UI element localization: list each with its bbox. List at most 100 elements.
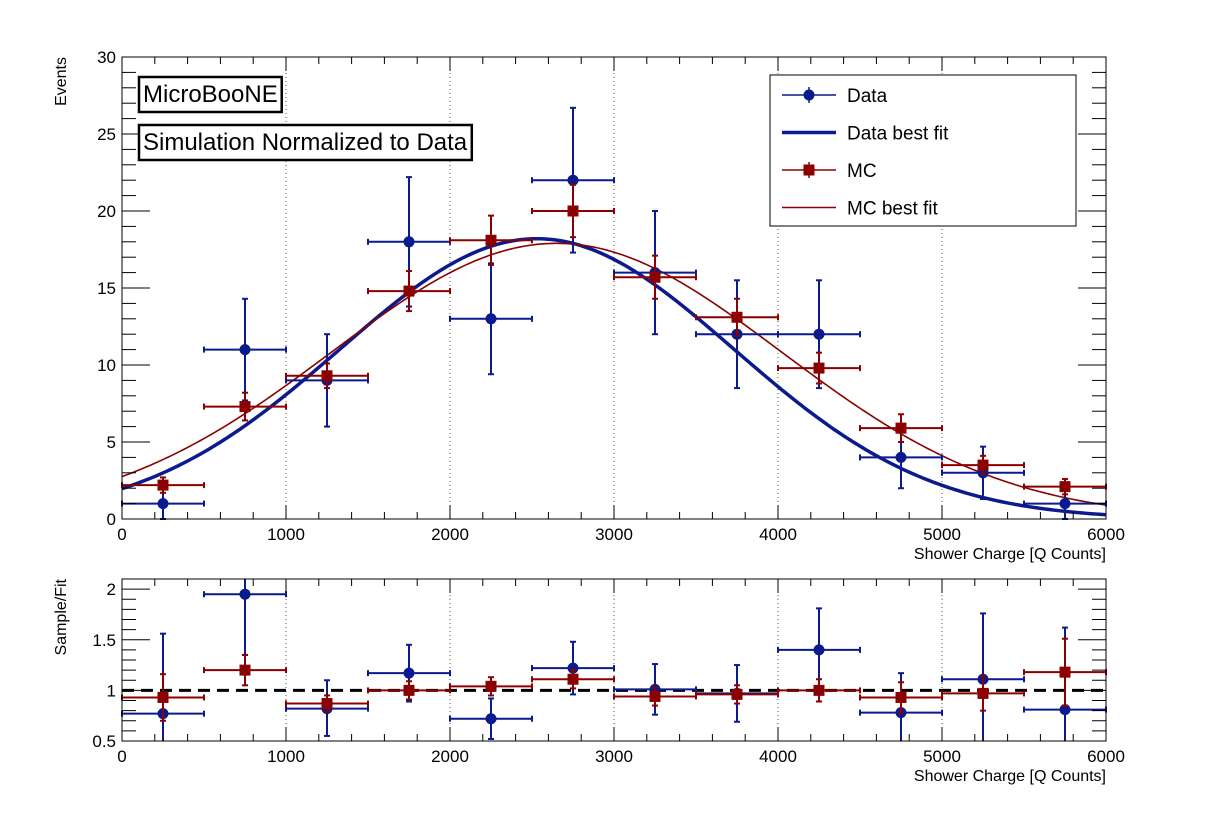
mc-marker	[567, 673, 579, 685]
legend-box	[769, 74, 1077, 227]
mc-point	[531, 183, 615, 239]
x-tick-label: 2000	[431, 525, 469, 544]
ratio-x-axis-title: Shower Charge [Q Counts]	[914, 768, 1106, 785]
legend-label: Data	[847, 86, 888, 107]
mc-marker	[485, 234, 497, 246]
mc-marker	[977, 687, 989, 699]
legend-entry: MC	[782, 161, 877, 182]
x-tick-label: 4000	[759, 525, 797, 544]
data-marker	[485, 313, 497, 325]
mc-marker	[239, 401, 251, 413]
legend-entry: Data best fit	[782, 124, 949, 145]
mc-marker	[157, 479, 169, 491]
mc-marker	[485, 680, 497, 692]
normalization-label: Simulation Normalized to Data	[143, 129, 468, 156]
main-points	[121, 106, 1107, 520]
mc-marker	[239, 664, 251, 676]
mc-marker	[403, 684, 415, 696]
mc-point	[285, 694, 369, 713]
mc-point	[1023, 637, 1107, 707]
main-y-axis-title: Events	[53, 57, 70, 106]
mc-marker	[895, 691, 907, 703]
mc-marker	[895, 422, 907, 434]
ratio-y-tick-labels: 0.5 1 1.5 2	[92, 580, 116, 751]
y-tick-label: 2	[107, 580, 116, 599]
data-marker	[403, 236, 415, 248]
y-tick-label: 5	[107, 433, 116, 452]
data-marker	[567, 174, 579, 186]
mc-point	[695, 684, 779, 705]
legend-entry: MC best fit	[782, 199, 939, 220]
y-tick-label: 25	[97, 125, 116, 144]
mc-marker	[1059, 666, 1071, 678]
mc-marker	[649, 690, 661, 702]
legend-label: Data best fit	[847, 124, 949, 145]
mc-point	[941, 675, 1025, 712]
mc-marker	[321, 698, 333, 710]
microboone-label-box: MicroBooNE	[137, 75, 283, 114]
mc-point	[859, 413, 943, 443]
legend: Data Data best fit MC MC best fit	[769, 74, 1077, 227]
mc-point	[941, 454, 1025, 476]
ratio-panel: 0 1000 2000 3000 4000 5000 6000 0.5 1 1.5 2 Showe…	[53, 578, 1125, 785]
y-tick-label: 15	[97, 279, 116, 298]
mc-marker	[649, 271, 661, 283]
data-marker	[157, 498, 169, 510]
ratio-y-axis-title: Sample/Fit	[53, 578, 70, 655]
data-marker	[1059, 498, 1071, 510]
data-marker	[485, 713, 497, 725]
mc-series	[121, 183, 1107, 496]
main-y-tick-labels: 0 5 10 15 20 25 30	[97, 48, 116, 529]
mc-marker	[813, 684, 825, 696]
legend-label: MC best fit	[847, 199, 939, 220]
main-x-axis-title: Shower Charge [Q Counts]	[914, 546, 1106, 563]
mc-point	[285, 362, 369, 390]
main-ticks	[121, 56, 1107, 520]
legend-mc-marker	[803, 164, 815, 176]
y-tick-label: 10	[97, 356, 116, 375]
x-tick-label: 3000	[595, 747, 633, 766]
x-tick-label: 5000	[923, 525, 961, 544]
mc-point	[367, 270, 451, 313]
x-tick-label: 1000	[267, 747, 305, 766]
ratio-x-tick-labels: 0 1000 2000 3000 4000 5000 6000	[117, 747, 1125, 766]
x-tick-label: 1000	[267, 525, 305, 544]
x-tick-label: 5000	[923, 747, 961, 766]
main-x-tick-labels: 0 1000 2000 3000 4000 5000 6000	[117, 525, 1125, 544]
data-marker	[1059, 704, 1071, 716]
legend-data-marker	[803, 89, 815, 101]
x-tick-label: 2000	[431, 747, 469, 766]
mc-point	[449, 676, 533, 697]
mc-point	[367, 680, 451, 701]
mc-point	[203, 391, 287, 422]
y-tick-label: 1.5	[92, 631, 116, 650]
data-point	[203, 297, 287, 402]
y-tick-label: 20	[97, 202, 116, 221]
mc-point	[777, 351, 861, 385]
y-tick-label: 0.5	[92, 732, 116, 751]
y-tick-label: 30	[97, 48, 116, 67]
data-marker	[813, 644, 825, 656]
y-tick-label: 0	[107, 510, 116, 529]
ratio-grid	[285, 579, 943, 741]
mc-marker	[731, 688, 743, 700]
mc-point	[695, 297, 779, 337]
data-point	[449, 262, 533, 376]
mc-marker	[157, 691, 169, 703]
data-marker	[239, 588, 251, 600]
mc-marker	[321, 370, 333, 382]
data-point	[777, 607, 861, 693]
mc-point	[613, 254, 697, 300]
mc-marker	[977, 459, 989, 471]
mc-marker	[567, 205, 579, 217]
ratio-ticks	[121, 578, 1107, 742]
data-point	[203, 579, 287, 656]
mc-marker	[813, 362, 825, 374]
data-marker	[813, 328, 825, 340]
main-panel: 0 1000 2000 3000 4000 5000 6000 0 5 10 15 20 25 30 S…	[53, 48, 1125, 563]
legend-entry: Data	[782, 86, 888, 107]
mc-point	[1023, 477, 1107, 496]
mc-point	[121, 476, 205, 494]
x-tick-label: 3000	[595, 525, 633, 544]
